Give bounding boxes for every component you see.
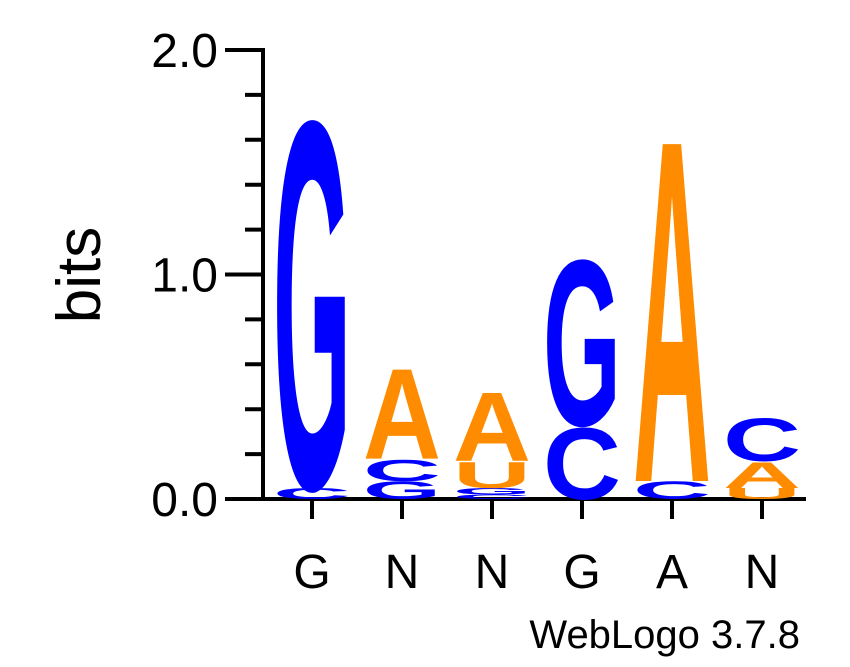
logo-letter: U xyxy=(723,485,801,502)
logo-letter: U xyxy=(453,455,531,496)
x-tick-label: N xyxy=(745,546,780,599)
y-tick-label: 1.0 xyxy=(151,250,218,303)
logo-letter: C xyxy=(543,408,621,521)
logo-letter: G xyxy=(543,210,621,476)
y-tick-label: 0.0 xyxy=(151,474,218,527)
x-tick-label: N xyxy=(385,546,420,599)
y-tick-label: 2.0 xyxy=(151,25,218,78)
logo-letter: G xyxy=(273,13,351,601)
logo-letter: C xyxy=(363,453,441,488)
x-tick-label: G xyxy=(293,546,330,599)
caption: WebLogo 3.7.8 xyxy=(529,613,800,657)
x-tick-label: A xyxy=(656,546,688,599)
logo-letter: A xyxy=(453,371,531,482)
x-tick-label: G xyxy=(563,546,600,599)
logo-letter: A xyxy=(633,39,711,586)
logo-letter: C xyxy=(273,485,351,502)
x-tick-label: N xyxy=(475,546,510,599)
logo-letter: A xyxy=(363,342,441,486)
logo-letter: G xyxy=(363,477,441,504)
logo-letter: A xyxy=(723,455,801,496)
y-axis-label: bits xyxy=(45,227,114,323)
logo-letter: C xyxy=(633,477,711,505)
logo-letter: C xyxy=(453,494,531,501)
logo-letter: C xyxy=(723,405,801,474)
logo-letter: G xyxy=(453,486,531,496)
